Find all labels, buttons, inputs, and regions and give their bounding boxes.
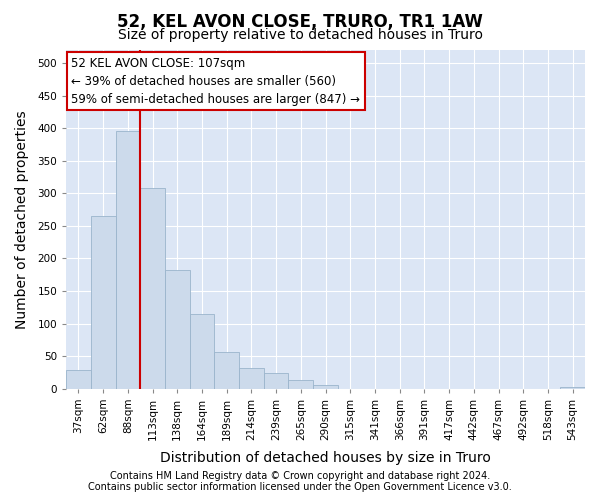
- Y-axis label: Number of detached properties: Number of detached properties: [15, 110, 29, 328]
- Bar: [289, 380, 313, 388]
- Bar: [165, 270, 190, 388]
- Bar: [214, 352, 239, 389]
- Bar: [560, 387, 585, 388]
- Bar: [190, 314, 214, 388]
- Text: Size of property relative to detached houses in Truro: Size of property relative to detached ho…: [118, 28, 482, 42]
- Bar: [116, 132, 140, 388]
- Text: 52, KEL AVON CLOSE, TRURO, TR1 1AW: 52, KEL AVON CLOSE, TRURO, TR1 1AW: [117, 12, 483, 30]
- Text: 52 KEL AVON CLOSE: 107sqm
← 39% of detached houses are smaller (560)
59% of semi: 52 KEL AVON CLOSE: 107sqm ← 39% of detac…: [71, 57, 360, 106]
- Bar: [239, 368, 264, 388]
- X-axis label: Distribution of detached houses by size in Truro: Distribution of detached houses by size …: [160, 451, 491, 465]
- Bar: [264, 373, 289, 388]
- Text: Contains HM Land Registry data © Crown copyright and database right 2024.
Contai: Contains HM Land Registry data © Crown c…: [88, 471, 512, 492]
- Bar: [140, 188, 165, 388]
- Bar: [66, 370, 91, 388]
- Bar: [91, 216, 116, 388]
- Bar: [313, 386, 338, 388]
